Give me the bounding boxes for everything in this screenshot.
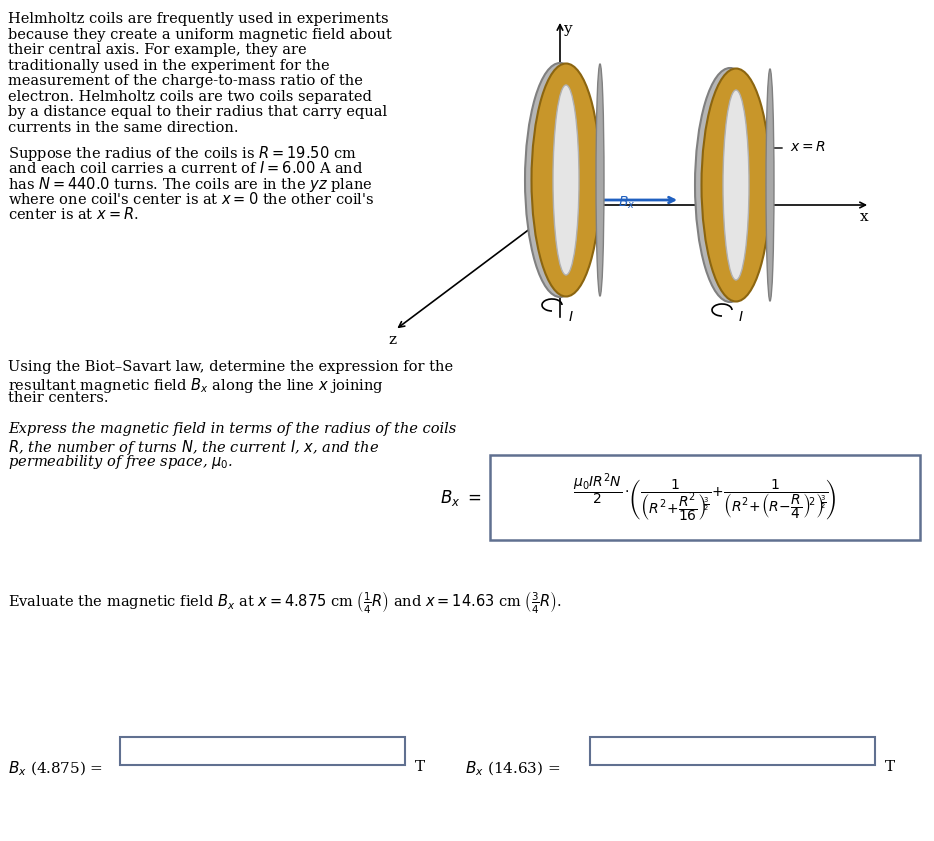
Ellipse shape xyxy=(525,63,595,297)
Text: center is at $x = R$.: center is at $x = R$. xyxy=(8,206,138,222)
Ellipse shape xyxy=(717,90,743,280)
Text: Evaluate the magnetic field $B_x$ at $x = 4.875$ cm $\left(\frac{1}{4}R\right)$ : Evaluate the magnetic field $B_x$ at $x … xyxy=(8,590,561,616)
Text: has $N = 440.0$ turns. The coils are in the $yz$ plane: has $N = 440.0$ turns. The coils are in … xyxy=(8,175,373,194)
Ellipse shape xyxy=(695,68,765,302)
Text: $R$: $R$ xyxy=(718,218,729,232)
Text: by a distance equal to their radius that carry equal: by a distance equal to their radius that… xyxy=(8,105,387,119)
Text: permeability of free space, $\mu_0$.: permeability of free space, $\mu_0$. xyxy=(8,453,233,471)
Text: measurement of the charge-to-mass ratio of the: measurement of the charge-to-mass ratio … xyxy=(8,74,363,88)
Text: $\dfrac{\mu_0 IR^2 N}{2}\cdot\!\left(\dfrac{1}{\left(R^2\!+\!\dfrac{R^2}{16}\rig: $\dfrac{\mu_0 IR^2 N}{2}\cdot\!\left(\df… xyxy=(573,471,837,524)
Text: traditionally used in the experiment for the: traditionally used in the experiment for… xyxy=(8,59,330,72)
Text: T: T xyxy=(415,760,425,774)
Text: Express the magnetic field in terms of the radius of the coils: Express the magnetic field in terms of t… xyxy=(8,422,456,436)
Text: z: z xyxy=(388,333,396,347)
Text: their central axis. For example, they are: their central axis. For example, they ar… xyxy=(8,43,306,57)
Text: T: T xyxy=(885,760,895,774)
Text: resultant magnetic field $B_x$ along the line $x$ joining: resultant magnetic field $B_x$ along the… xyxy=(8,375,384,394)
Text: where one coil's center is at $x = 0$ the other coil's: where one coil's center is at $x = 0$ th… xyxy=(8,191,375,207)
Ellipse shape xyxy=(547,85,573,275)
Bar xyxy=(590,737,875,765)
Text: y: y xyxy=(563,22,572,36)
Text: $B_x$ (4.875) =: $B_x$ (4.875) = xyxy=(8,760,103,779)
Ellipse shape xyxy=(596,64,604,296)
Text: Helmholtz coils are frequently used in experiments: Helmholtz coils are frequently used in e… xyxy=(8,12,389,26)
Ellipse shape xyxy=(723,90,749,280)
Text: and each coil carries a current of $I = 6.00$ A and: and each coil carries a current of $I = … xyxy=(8,160,363,176)
Text: currents in the same direction.: currents in the same direction. xyxy=(8,120,238,135)
Text: $I$: $I$ xyxy=(738,310,743,324)
Text: x: x xyxy=(860,210,869,224)
Text: electron. Helmholtz coils are two coils separated: electron. Helmholtz coils are two coils … xyxy=(8,89,372,103)
Text: $I$: $I$ xyxy=(568,310,573,324)
Text: their centers.: their centers. xyxy=(8,391,108,405)
Text: because they create a uniform magnetic field about: because they create a uniform magnetic f… xyxy=(8,28,391,41)
Text: Using the Biot–Savart law, determine the expression for the: Using the Biot–Savart law, determine the… xyxy=(8,360,453,374)
Ellipse shape xyxy=(701,68,771,302)
Text: Suppose the radius of the coils is $R = 19.50$ cm: Suppose the radius of the coils is $R = … xyxy=(8,144,357,163)
Text: $x = R$: $x = R$ xyxy=(790,140,826,154)
Bar xyxy=(490,455,920,540)
Text: $R$, the number of turns $N$, the current $I$, $x$, and the: $R$, the number of turns $N$, the curren… xyxy=(8,437,379,457)
Text: $B_x\ =$: $B_x\ =$ xyxy=(440,488,482,508)
Bar xyxy=(120,737,405,765)
Text: $B_x$ (14.63) =: $B_x$ (14.63) = xyxy=(465,760,560,779)
Text: $B_x$: $B_x$ xyxy=(618,195,635,211)
Ellipse shape xyxy=(766,69,774,301)
Text: $R$: $R$ xyxy=(548,218,559,232)
Ellipse shape xyxy=(531,64,601,297)
Ellipse shape xyxy=(553,85,579,275)
